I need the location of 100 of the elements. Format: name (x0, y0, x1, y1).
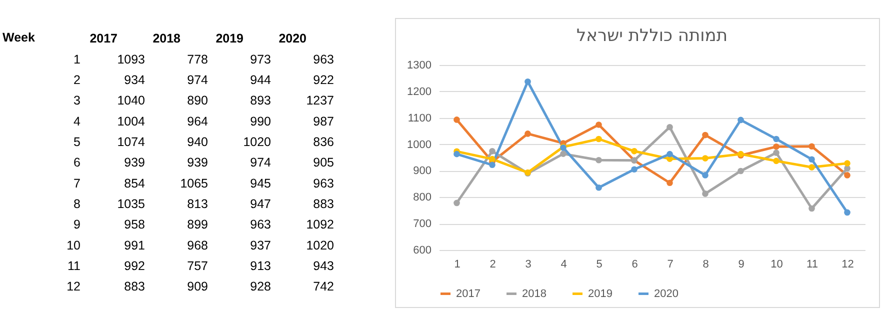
data-label: 973 (250, 52, 272, 66)
y-tick-label: 600 (413, 244, 432, 256)
point (738, 168, 744, 174)
point (702, 155, 708, 162)
x-tick-label: 2018 (152, 32, 181, 46)
point (596, 136, 602, 142)
data-label: 944 (250, 73, 272, 87)
y-tick-label: 700 (413, 218, 432, 230)
point (666, 150, 673, 158)
data-label: 1020 (243, 135, 272, 149)
point (808, 164, 815, 170)
data-label: 964 (187, 114, 208, 128)
point (560, 150, 566, 157)
data-label: 890 (187, 94, 208, 108)
point (773, 158, 780, 164)
data-label: 854 (124, 176, 146, 190)
y-tick-label: 800 (413, 192, 432, 204)
point (596, 184, 602, 191)
point (596, 122, 602, 128)
legend-label: 2019 (588, 288, 612, 300)
data-label: 1093 (117, 52, 146, 66)
data-label: 991 (124, 238, 146, 252)
point (738, 116, 744, 124)
chart-title: תמותה כוללת ישראל (576, 26, 728, 46)
data-label: 958 (124, 218, 146, 232)
point (844, 209, 850, 216)
y-tick-label: 3 (74, 94, 81, 108)
x-tick-label: 6 (632, 258, 638, 270)
x-tick-label: 2017 (90, 32, 118, 46)
data-label: 909 (187, 280, 208, 294)
x-tick-label: 10 (770, 258, 783, 270)
data-label: 778 (187, 52, 208, 66)
y-tick-label: 4 (74, 114, 81, 128)
point (666, 180, 673, 186)
point (702, 132, 708, 138)
point (808, 205, 815, 212)
data-label: 928 (250, 280, 272, 294)
data-label: 836 (313, 135, 334, 149)
y-tick-label: 1200 (407, 86, 432, 98)
data-label: 947 (250, 197, 272, 211)
y-tick-label: 7 (74, 176, 81, 190)
point (489, 162, 496, 168)
data-label: 945 (250, 176, 272, 190)
y-tick-label: 2 (74, 73, 81, 87)
data-label: 939 (124, 156, 146, 170)
data-label: 883 (124, 280, 146, 294)
point (524, 130, 531, 137)
data-label: 963 (313, 52, 334, 66)
y-tick-label: 6 (74, 156, 81, 170)
data-label: 1065 (180, 176, 208, 190)
x-tick-label: 8 (702, 258, 709, 270)
data-label: 968 (187, 238, 208, 252)
point (489, 148, 496, 154)
x-tick-label: 9 (738, 258, 744, 270)
data-label: 963 (250, 218, 272, 232)
data-label: 937 (250, 238, 272, 252)
point (631, 166, 638, 173)
point (666, 124, 673, 130)
point (773, 136, 780, 142)
legend-label: 2017 (456, 288, 480, 300)
point (596, 156, 602, 164)
data-label: 883 (313, 197, 334, 211)
y-tick-label: 10 (66, 238, 81, 252)
data-label: 1004 (117, 114, 146, 128)
data-label: 813 (187, 197, 208, 211)
point (454, 116, 460, 123)
data-label: 757 (187, 259, 208, 273)
point (702, 190, 708, 197)
x-tick-label: 2019 (216, 32, 244, 46)
y-tick-label: 1300 (407, 60, 432, 72)
data-label: 974 (250, 156, 272, 170)
y-tick-label: 900 (413, 165, 432, 178)
x-tick-label: 7 (667, 258, 674, 270)
data-label: 1035 (117, 197, 146, 211)
point (454, 150, 460, 158)
point (844, 160, 850, 166)
data-label: 940 (187, 135, 208, 149)
point (524, 78, 531, 85)
x-tick-label: 5 (596, 258, 602, 270)
data-label: 899 (187, 218, 208, 232)
data-label: 1040 (117, 94, 146, 108)
point (773, 150, 780, 156)
data-label: 990 (250, 114, 272, 128)
x-tick-label: 3 (525, 258, 532, 270)
point (808, 156, 815, 163)
data-label: 913 (250, 259, 272, 273)
data-label: 987 (313, 114, 334, 128)
point (808, 143, 815, 150)
point (844, 172, 850, 178)
data-label: 893 (250, 94, 272, 108)
y-tick-label: 8 (74, 197, 81, 211)
point (454, 200, 460, 206)
y-tick-label: 9 (74, 218, 81, 232)
data-label: 1074 (117, 135, 146, 149)
data-label: 1092 (306, 218, 334, 232)
point (489, 156, 496, 162)
data-label: 742 (313, 280, 334, 294)
point (773, 144, 780, 150)
legend-label: 2020 (654, 288, 678, 300)
data-label: 922 (313, 73, 334, 87)
